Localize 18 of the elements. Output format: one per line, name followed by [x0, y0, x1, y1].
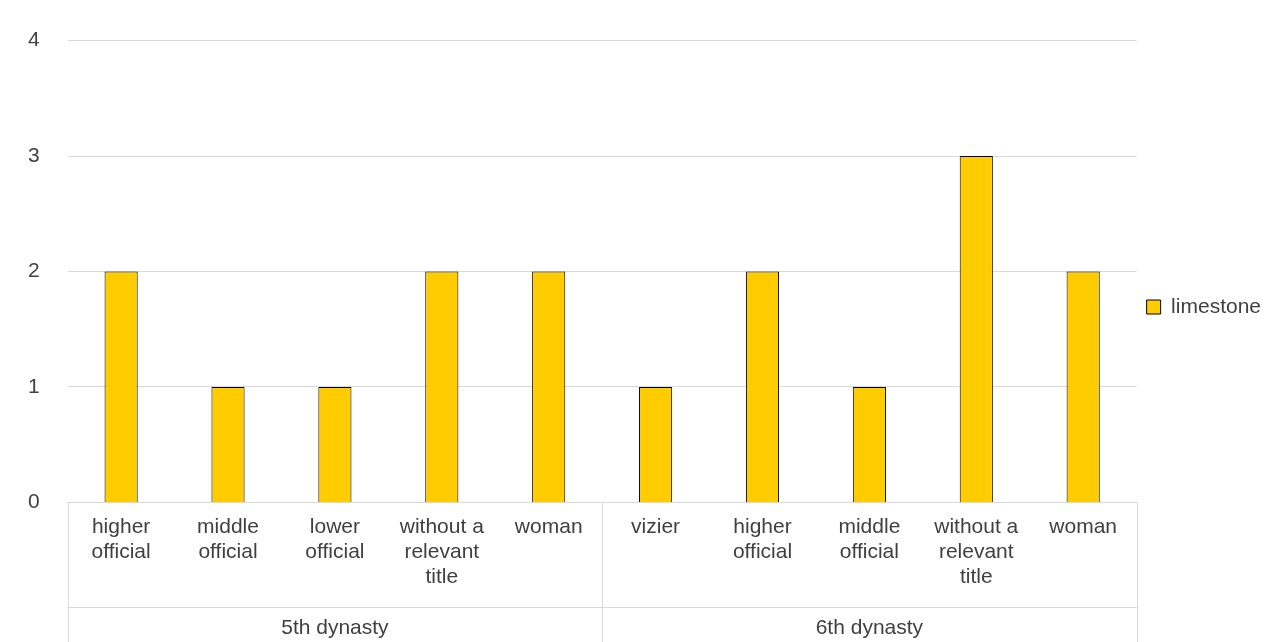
x-tick-label: without a relevant title: [398, 513, 485, 588]
y-tick-label: 1: [27, 373, 40, 397]
x-tick-label: lower official: [305, 513, 365, 562]
x-tick-label: woman: [513, 513, 583, 537]
x-tick-label: higher official: [732, 513, 793, 562]
text: 6th dynasty: [815, 614, 924, 638]
x-tick-label: higher official: [91, 513, 151, 562]
y-tick-label: 0: [27, 489, 40, 513]
x-tick-label: middle official: [197, 513, 259, 562]
y-tick-label: 2: [27, 258, 40, 282]
x-tick-label: vizier: [631, 513, 681, 537]
text: 5th dynasty: [281, 614, 390, 638]
legend-label: limestone: [1171, 293, 1262, 317]
y-tick-label: 3: [27, 142, 40, 166]
y-tick-label: 4: [27, 27, 40, 51]
x-tick-label: without a relevant title: [933, 513, 1019, 588]
x-tick-label: middle official: [838, 513, 901, 562]
x-tick-label: woman: [1048, 513, 1118, 537]
